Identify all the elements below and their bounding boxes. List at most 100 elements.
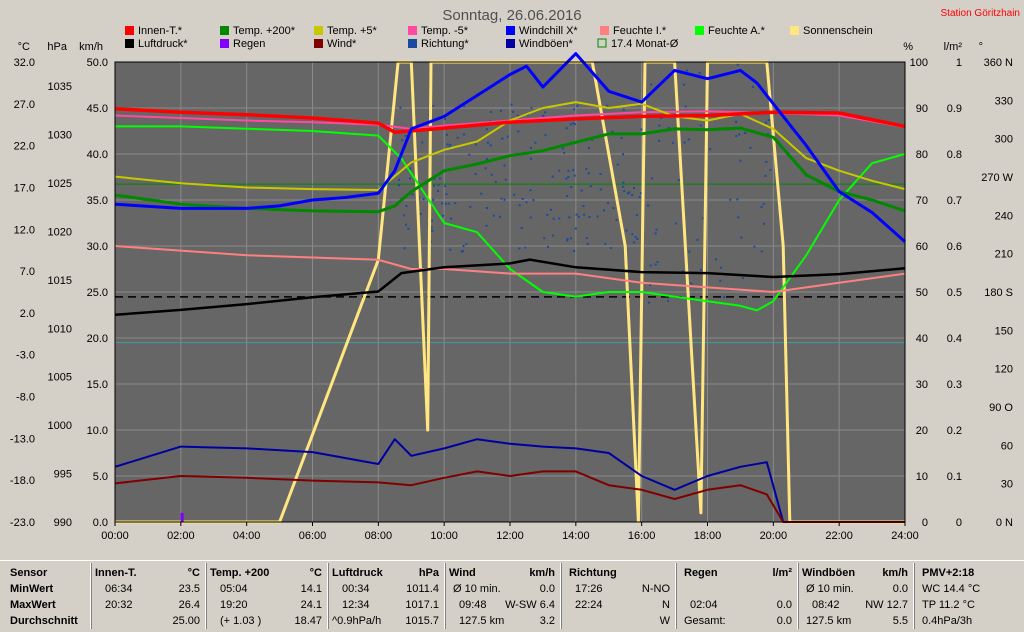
direction-point <box>698 72 701 75</box>
direction-point <box>461 250 464 253</box>
direction-point <box>567 176 570 179</box>
legend-label: Feuchte A.* <box>708 25 766 37</box>
direction-point <box>573 250 576 253</box>
legend-swatch <box>695 26 704 35</box>
direction-point <box>474 143 477 146</box>
direction-point <box>444 185 447 188</box>
direction-point <box>572 122 575 125</box>
direction-point <box>753 245 756 248</box>
direction-point <box>633 241 636 244</box>
percent-axis-tick: 10 <box>916 471 928 483</box>
direction-point <box>510 103 513 106</box>
summary-wind: Wind km/h Ø 10 min. 0.0 09:48 W-SW 6.4 127.… <box>444 563 559 629</box>
direction-point <box>640 192 643 195</box>
direction-point <box>398 178 401 181</box>
direction-point <box>620 137 623 140</box>
lm2-unit: l/m² <box>944 41 963 53</box>
temp200-min-time: 05:04 <box>220 583 248 595</box>
lm2-axis-tick: 0.3 <box>947 379 962 391</box>
legend-label: Windböen* <box>519 38 574 50</box>
direction-point <box>628 191 631 194</box>
direction-point <box>422 198 425 201</box>
direction-point <box>469 205 472 208</box>
kmh-axis-tick: 20.0 <box>87 333 108 345</box>
direction-point <box>432 104 435 107</box>
direction-point <box>529 216 532 219</box>
lm2-axis-tick: 0.9 <box>947 103 962 115</box>
direction-point <box>658 139 661 142</box>
lm2-axis-tick: 0.2 <box>947 425 962 437</box>
legend-label: Richtung* <box>421 38 469 50</box>
direction-point <box>518 247 521 250</box>
windboeen-distance: 127.5 km <box>806 615 852 627</box>
chart-title: Sonntag, 26.06.2016 <box>442 7 581 24</box>
series-regen-bar <box>180 512 184 522</box>
regen-total-value: 0.0 <box>776 615 792 627</box>
legend-swatch <box>125 39 134 48</box>
direction-point <box>612 207 615 210</box>
station-label: Station Göritzhain <box>941 8 1021 19</box>
celsius-axis-tick: -18.0 <box>10 475 35 487</box>
direction-point <box>494 180 497 183</box>
direction-point <box>398 184 401 187</box>
celsius-axis-tick: 22.0 <box>14 141 35 153</box>
lm2-axis-tick: 1 <box>956 57 962 69</box>
time-axis-tick: 22:00 <box>825 530 853 542</box>
percent-axis-tick: 90 <box>916 103 928 115</box>
legend-swatch <box>790 26 799 35</box>
plot-frame <box>114 61 906 523</box>
direction-point <box>586 242 589 245</box>
time-axis-tick: 00:00 <box>101 530 129 542</box>
pmv-windchill: WC 14.4 °C <box>922 583 981 595</box>
direction-point <box>465 243 468 246</box>
percent-axis-tick: 0 <box>922 517 928 529</box>
direction-point <box>485 128 488 131</box>
direction-point <box>561 147 564 150</box>
direction-point <box>647 301 650 304</box>
hpa-unit: hPa <box>47 41 67 53</box>
direction-point <box>574 227 577 230</box>
legend-label: Feuchte I.* <box>613 25 667 37</box>
percent-axis-tick: 20 <box>916 425 928 437</box>
direction-point <box>433 177 436 180</box>
direction-point <box>480 192 483 195</box>
celsius-axis-tick: 32.0 <box>14 57 35 69</box>
direction-point <box>709 148 712 151</box>
temp200-trend: (+ 1.03 ) <box>220 615 262 627</box>
lm2-axis-tick: 0 <box>956 517 962 529</box>
series-windb-en <box>114 438 905 523</box>
direction-point <box>573 174 576 177</box>
direction-point <box>596 215 599 218</box>
legend-label: Innen-T.* <box>138 25 183 37</box>
direction-point <box>573 123 576 126</box>
kmh-axis-tick: 10.0 <box>87 425 108 437</box>
direction-point <box>688 250 691 253</box>
time-axis-tick: 24:00 <box>891 530 919 542</box>
direction-point <box>431 229 434 232</box>
direction-point <box>696 238 699 241</box>
direction-point <box>503 164 506 167</box>
richtung-max-time: 22:24 <box>575 599 603 611</box>
time-axis-tick: 20:00 <box>760 530 788 542</box>
temp200-title: Temp. +200 <box>210 567 270 579</box>
direction-point <box>606 201 609 204</box>
percent-axis-tick: 50 <box>916 287 928 299</box>
summary-sensor: Sensor MinWert MaxWert Durchschnitt <box>2 563 88 629</box>
innen-avg-value: 25.00 <box>172 615 200 627</box>
deg-axis-tick: 180 S <box>984 287 1013 299</box>
regen-unit: l/m² <box>772 567 792 579</box>
direction-point <box>636 237 639 240</box>
direction-point <box>542 114 545 117</box>
legend-swatch <box>314 26 323 35</box>
time-axis-tick: 08:00 <box>365 530 393 542</box>
percent-axis-tick: 70 <box>916 195 928 207</box>
windboeen-max-time: 08:42 <box>812 599 840 611</box>
direction-point <box>518 204 521 207</box>
direction-point <box>744 131 747 134</box>
hpa-axis-tick: 1020 <box>48 226 72 238</box>
kmh-axis-tick: 25.0 <box>87 287 108 299</box>
direction-point <box>603 209 606 212</box>
luftdruck-min-time: 00:34 <box>342 583 370 595</box>
direction-point <box>735 135 738 138</box>
direction-point <box>454 202 457 205</box>
